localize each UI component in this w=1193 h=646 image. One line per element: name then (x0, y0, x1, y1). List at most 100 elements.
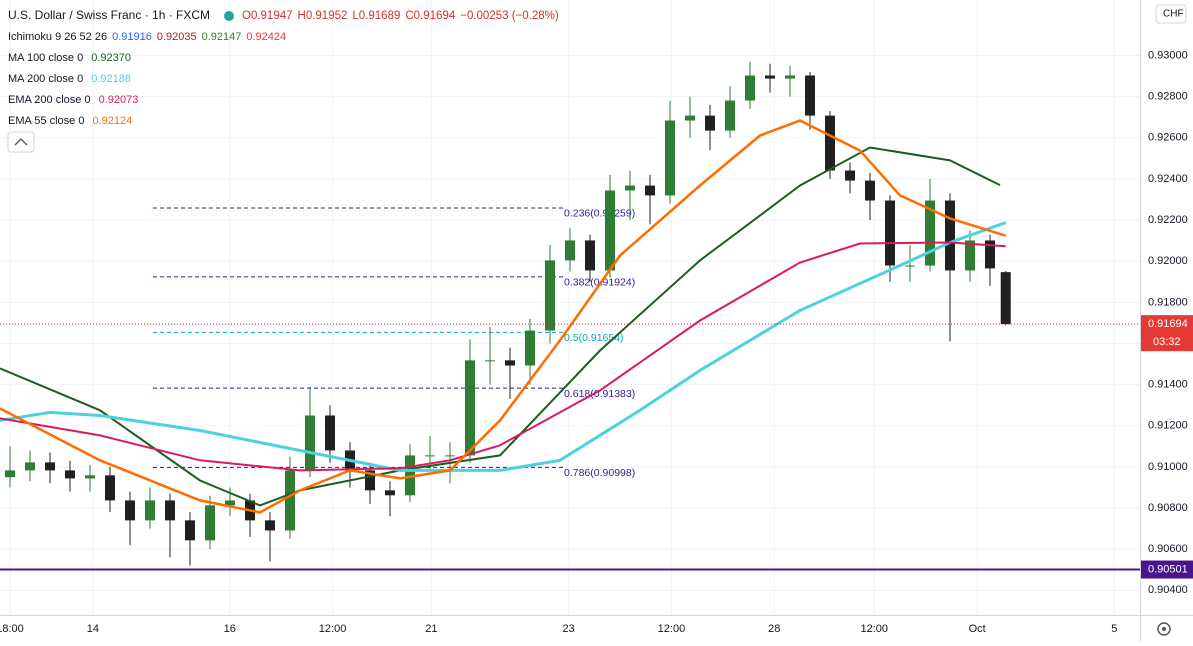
indicator-value: 0.92424 (246, 31, 286, 43)
currency-box (1155, 4, 1187, 24)
indicator-line (0, 221, 1007, 472)
candle-body (85, 475, 95, 479)
candle-body (925, 200, 935, 266)
legend: U.S. Dollar / Swiss Franc · 1h · FXCM O0.… (8, 8, 559, 127)
x-tick-label: 14 (87, 623, 99, 635)
y-tick-label: 0.92800 (1148, 91, 1188, 103)
candle-body (745, 75, 755, 101)
series-value: 0.92370 (91, 52, 131, 64)
ohlc-value: C0.91694 (405, 10, 455, 22)
y-tick-label: 0.91200 (1148, 420, 1188, 432)
candle-body (285, 470, 295, 531)
candle-body (105, 475, 115, 501)
x-tick-label: 12:00 (861, 623, 889, 635)
candle-body (525, 330, 535, 366)
y-tick-label: 0.92400 (1148, 173, 1188, 185)
series-legend: MA 100 close 0 0.92370 (8, 52, 131, 64)
collapse-button[interactable] (7, 131, 35, 153)
y-tick-label: 0.90400 (1148, 584, 1188, 596)
indicator-legend: Ichimoku 9 26 52 26 0.91916 0.92035 0.92147… (8, 31, 286, 43)
candle-body (405, 455, 415, 496)
series-name: EMA 55 close 0 (8, 115, 84, 127)
candle-body (565, 240, 575, 261)
candle-body (265, 520, 275, 531)
indicator-value: 0.92147 (202, 31, 242, 43)
x-tick-label: 12:00 (658, 623, 686, 635)
candle-body (185, 520, 195, 541)
indicator-line (0, 241, 1006, 472)
indicator-value: 0.92035 (157, 31, 197, 43)
x-tick-label: 28 (768, 623, 780, 635)
x-tick-label: 21 (425, 623, 437, 635)
ohlc-readout: O0.91947 H0.91952 L0.91689 C0.91694 −0.00253… (242, 10, 559, 22)
candle-body (645, 185, 655, 196)
x-tick-label: 23 (562, 623, 574, 635)
y-tick-label: 0.92000 (1148, 255, 1188, 267)
candle-body (365, 470, 375, 491)
candle-body (305, 415, 315, 471)
currency-label: CHF (1163, 9, 1184, 20)
y-tick-label: 0.91000 (1148, 461, 1188, 473)
candle-body (985, 240, 995, 269)
candle-body (145, 500, 155, 521)
y-tick-label: 0.90600 (1148, 543, 1188, 555)
series-legend: EMA 200 close 0 0.92073 (8, 94, 138, 106)
series-legend: MA 200 close 0 0.92188 (8, 73, 131, 85)
candle-body (685, 115, 695, 121)
y-tick-label: 0.90800 (1148, 502, 1188, 514)
candle-body (505, 360, 515, 366)
fib-level-label: 0.618(0.91383) (564, 388, 635, 400)
price-line-badge (1141, 560, 1193, 579)
series-value: 0.92188 (91, 73, 131, 85)
candle-body (165, 500, 175, 521)
candle-body (25, 462, 35, 471)
series-value: 0.92124 (92, 115, 132, 127)
candle-body (605, 190, 615, 271)
candle-body (205, 505, 215, 541)
candle-body (845, 170, 855, 181)
candle-body (225, 500, 235, 506)
last-price-badge (1141, 315, 1193, 352)
candle-body (485, 360, 495, 362)
indicator-name: Ichimoku 9 26 52 26 (8, 31, 107, 43)
candle-body (325, 415, 335, 451)
last-price-label: 0.91694 (1148, 318, 1188, 330)
ohlc-value: L0.91689 (352, 10, 400, 22)
settings-icon (1162, 627, 1166, 631)
candle-body (965, 240, 975, 271)
candle-body (705, 115, 715, 131)
candle-body (785, 75, 795, 79)
y-tick-label: 0.91800 (1148, 296, 1188, 308)
fib-level-label: 0.236(0.92259) (564, 208, 635, 220)
chart-title: U.S. Dollar / Swiss Franc · 1h · FXCM (8, 8, 210, 22)
candle-body (5, 470, 15, 478)
series-legend: EMA 55 close 0 0.92124 (8, 115, 132, 127)
x-tick-label: 18:00 (0, 623, 24, 635)
title: U.S. Dollar / Swiss Franc · 1h · FXCM (8, 8, 210, 22)
ohlc-value: O0.91947 (242, 10, 293, 22)
fib-level-label: 0.786(0.90998) (564, 467, 635, 479)
settings-button[interactable] (1157, 622, 1171, 636)
y-tick-label: 0.93000 (1148, 49, 1188, 61)
candle-body (885, 200, 895, 266)
plot-area: 0.236(0.92259)0.382(0.91924)0.5(0.91654)… (0, 61, 1140, 571)
candle-body (65, 470, 75, 479)
candle-body (905, 265, 915, 267)
candle-body (545, 260, 555, 331)
candle-body (445, 455, 455, 457)
indicator-value: 0.91916 (112, 31, 152, 43)
candle-body (625, 185, 635, 191)
candle-body (805, 75, 815, 116)
series-name: MA 100 close 0 (8, 52, 83, 64)
candle-body (765, 75, 775, 79)
ohlc-value: −0.00253 (−0.28%) (460, 10, 559, 22)
countdown-label: 03:32 (1153, 336, 1181, 348)
price-line-label: 0.90501 (1148, 563, 1188, 575)
candle-body (865, 180, 875, 201)
indicator-line (0, 146, 1001, 507)
x-tick-label: Oct (969, 623, 986, 635)
axes: 0.93000 0.92800 0.92600 0.92400 0.92200 0.920… (0, 4, 1193, 635)
candle-body (45, 462, 55, 471)
